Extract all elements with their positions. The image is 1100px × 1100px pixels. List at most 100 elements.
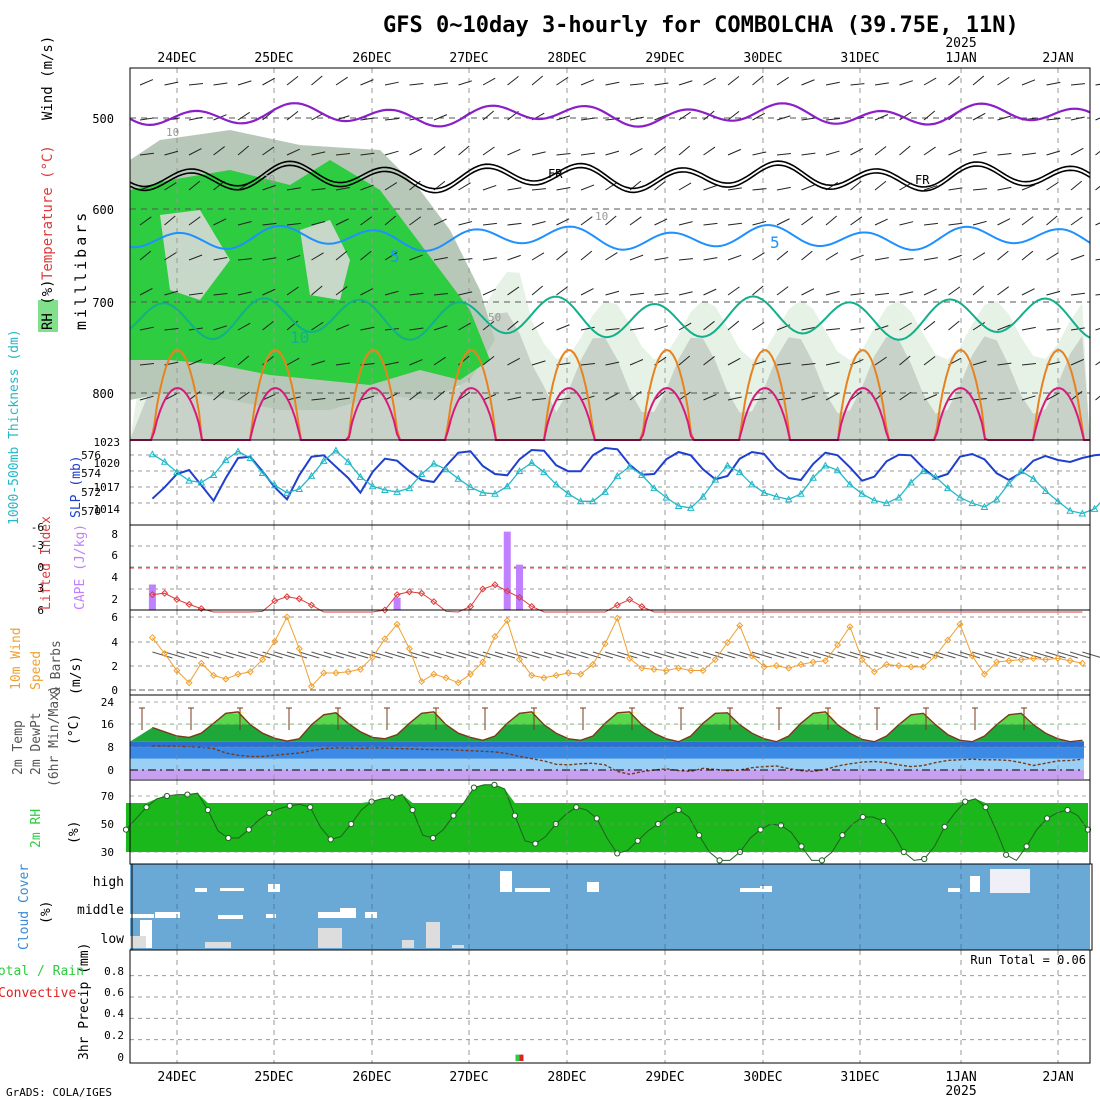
wind-barb	[556, 76, 569, 86]
wind-barb	[678, 80, 693, 86]
rh-point	[696, 832, 703, 839]
thickness-point	[209, 470, 218, 478]
wind-speed-point	[870, 668, 878, 676]
thickness-point	[466, 483, 475, 491]
contour-temp-5	[129, 224, 1091, 252]
wind-speed-point	[589, 660, 597, 668]
wind-barb	[213, 180, 225, 191]
thickness-point	[393, 487, 401, 495]
wind-speed-point	[197, 659, 205, 667]
wind-speed-point	[675, 664, 683, 672]
thickness-point	[809, 473, 817, 481]
wind-barb	[923, 320, 936, 331]
li-point	[185, 600, 193, 608]
wind-barb	[507, 187, 522, 191]
wind-barb	[1095, 395, 1100, 401]
temp-ytick-3: 0	[107, 764, 114, 777]
wind-barb	[1046, 290, 1061, 296]
wind-barb	[1095, 185, 1100, 191]
wind-barb-10m	[1069, 651, 1091, 659]
thick-label-group: 1000-500mb Thickness (dm)	[7, 329, 22, 525]
wind-barb	[458, 258, 473, 261]
bottom-date-label-2: 26DEC	[352, 1070, 391, 1085]
wind-barb	[213, 292, 228, 296]
wind-barb-10m	[751, 651, 773, 659]
slp-panel: 1000-500mb Thickness (dm) SLP (mb)	[7, 329, 1100, 525]
thickness-label: 1000-500mb Thickness (dm)	[7, 329, 22, 525]
wind-barb	[311, 188, 326, 191]
thickness-point	[638, 470, 646, 478]
wind-barb	[164, 290, 179, 296]
wind-barb	[335, 76, 348, 86]
wind-barb	[1046, 181, 1059, 191]
wind-barb	[997, 362, 1012, 366]
wind-barb	[654, 292, 669, 296]
cloud-block	[760, 886, 772, 892]
wind-barb	[874, 218, 888, 226]
wind-barb	[213, 325, 228, 331]
wind-barb-10m	[299, 651, 320, 659]
temp-label-4: (°C)	[67, 714, 82, 745]
wind-speed-point	[638, 664, 646, 672]
wind-barb	[654, 257, 669, 261]
wind-speed-point	[479, 658, 487, 666]
wind-speed-point	[821, 657, 829, 665]
wind-barb	[801, 152, 816, 156]
cape-label-group: CAPE (J/kg)	[73, 524, 88, 610]
rh-point	[573, 804, 580, 811]
wind-barb	[899, 322, 912, 331]
thickness-point	[613, 471, 622, 479]
wind-barb	[776, 362, 791, 366]
wind-barb	[874, 114, 889, 121]
thickness-point	[735, 468, 744, 476]
wind-barb-10m	[470, 651, 491, 659]
li-ytick-0: -6	[31, 521, 44, 534]
wind-speed-point	[210, 671, 218, 679]
wind-speed-point	[161, 649, 169, 658]
rh-point	[921, 855, 928, 863]
wind-barb	[727, 254, 742, 261]
thick-ytick-2: 572	[81, 486, 101, 499]
wind-barb	[605, 328, 620, 331]
wind-speed-point	[552, 671, 560, 679]
temp-label-group: 2m Temp 2m DewPt (6hr Min/Max) (°C)	[11, 685, 82, 787]
bottom-date-label-1: 25DEC	[254, 1070, 293, 1085]
chart-title: GFS 0~10day 3-hourly for COMBOLCHA (39.7…	[383, 13, 1019, 38]
wind-barb	[948, 75, 960, 86]
wind-barb	[997, 115, 1012, 121]
rh-point	[798, 843, 805, 850]
thickness-point	[1005, 479, 1013, 487]
wind-barb-10m	[274, 651, 295, 659]
cloud-block	[340, 908, 356, 918]
wind-barb	[972, 360, 987, 366]
wind-barb-10m	[715, 651, 736, 659]
wind-barb	[507, 148, 521, 156]
wind-barb	[360, 288, 374, 296]
contour-freezing-level-2	[129, 164, 1091, 194]
wind-barb	[874, 180, 887, 191]
rh-point	[839, 832, 846, 839]
wind-panel: 10m Wind Speed & Barbs (m/s)	[9, 610, 1100, 695]
wind-barb	[335, 152, 350, 156]
wind-barb	[507, 222, 522, 226]
wind-barb	[433, 257, 448, 261]
thickness-point	[148, 450, 157, 458]
wind-speed-point	[907, 663, 915, 671]
wind-barb-10m	[604, 651, 626, 659]
wind-barb	[850, 216, 863, 226]
top-year-label: 2025	[945, 36, 976, 51]
temp-fill-hot	[130, 711, 1084, 714]
wind-speed-point	[148, 634, 156, 642]
wind-barb	[335, 218, 349, 226]
thickness-point	[723, 461, 732, 469]
wind-barb	[850, 83, 865, 86]
wind-barb	[776, 76, 789, 86]
wind-barb	[384, 290, 399, 296]
wind-barb	[433, 390, 446, 401]
thickness-point	[662, 493, 671, 501]
rh-point	[429, 834, 437, 842]
rh-line	[125, 784, 1089, 862]
precip-conv-label: Convective	[0, 986, 76, 1001]
wind-barb	[433, 82, 448, 86]
dew-fill-below-zero	[130, 770, 1084, 779]
